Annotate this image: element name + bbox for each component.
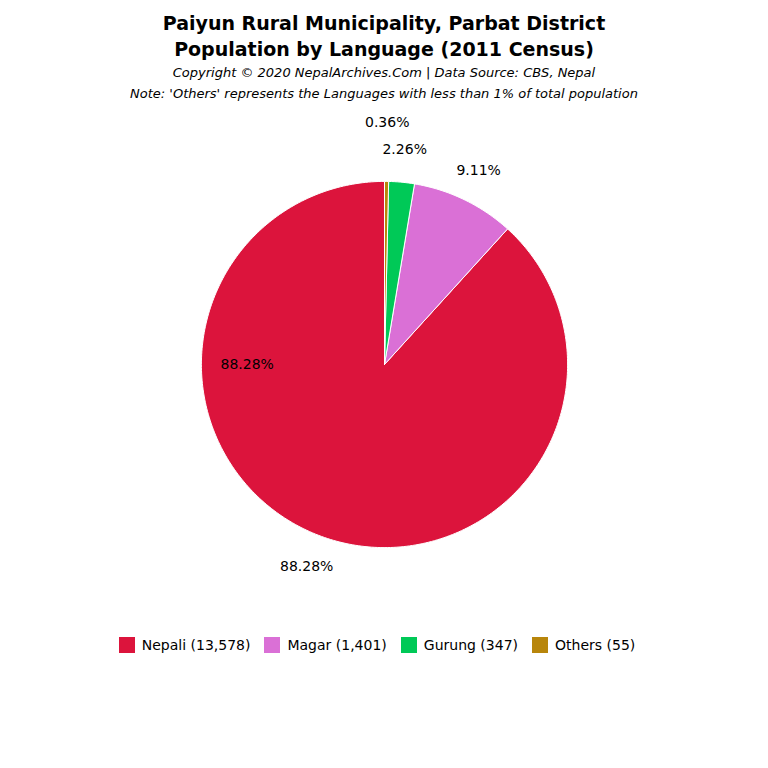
svg-text:88.28%: 88.28% bbox=[220, 356, 273, 372]
html-text:Gurung (347): Gurung (347) bbox=[423, 636, 518, 653]
html-text:Nepali (13,578): Nepali (13,578) bbox=[141, 636, 251, 653]
svg-text:2.26%: 2.26% bbox=[382, 141, 426, 157]
svg-text:9.11%: 9.11% bbox=[456, 162, 500, 178]
html-text:Magar (1,401): Magar (1,401) bbox=[287, 636, 387, 653]
html-text:Paiyun Rural Municipality, Par: Paiyun Rural Municipality, Parbat Distri… bbox=[162, 12, 606, 34]
svg-text:88.28%: 88.28% bbox=[280, 558, 333, 574]
html-text:Others (55): Others (55) bbox=[555, 636, 636, 653]
svg-text:0.36%: 0.36% bbox=[365, 114, 409, 130]
html-text:Population by Language (2011 C: Population by Language (2011 Census) bbox=[174, 38, 594, 60]
html-text:Copyright © 2020 NepalArchives: Copyright © 2020 NepalArchives.Com | Dat… bbox=[172, 65, 596, 80]
html-text:Note: 'Others' represents the: Note: 'Others' represents the Languages … bbox=[130, 86, 638, 101]
